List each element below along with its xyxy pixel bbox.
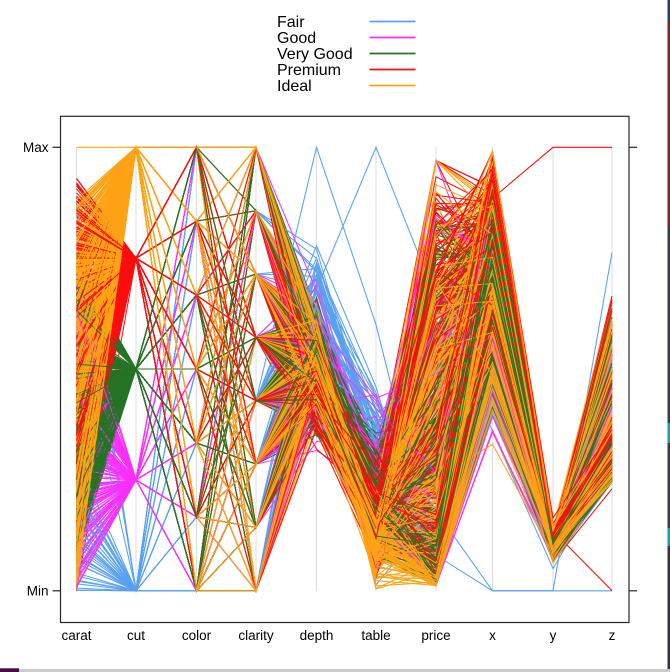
svg-text:color: color — [182, 628, 212, 643]
svg-text:Ideal: Ideal — [277, 78, 312, 95]
svg-text:Fair: Fair — [277, 14, 305, 31]
svg-text:Good: Good — [277, 30, 316, 47]
svg-text:Max: Max — [23, 140, 49, 155]
svg-text:x: x — [489, 628, 496, 643]
svg-text:z: z — [609, 628, 616, 643]
svg-text:Premium: Premium — [277, 62, 341, 79]
svg-text:depth: depth — [300, 628, 334, 643]
svg-text:Min: Min — [27, 583, 49, 598]
svg-text:y: y — [550, 628, 557, 643]
svg-text:cut: cut — [127, 628, 145, 643]
svg-text:table: table — [361, 628, 390, 643]
svg-text:carat: carat — [61, 628, 91, 643]
svg-text:Very Good: Very Good — [277, 46, 353, 63]
svg-text:clarity: clarity — [238, 628, 274, 643]
svg-text:price: price — [421, 628, 450, 643]
